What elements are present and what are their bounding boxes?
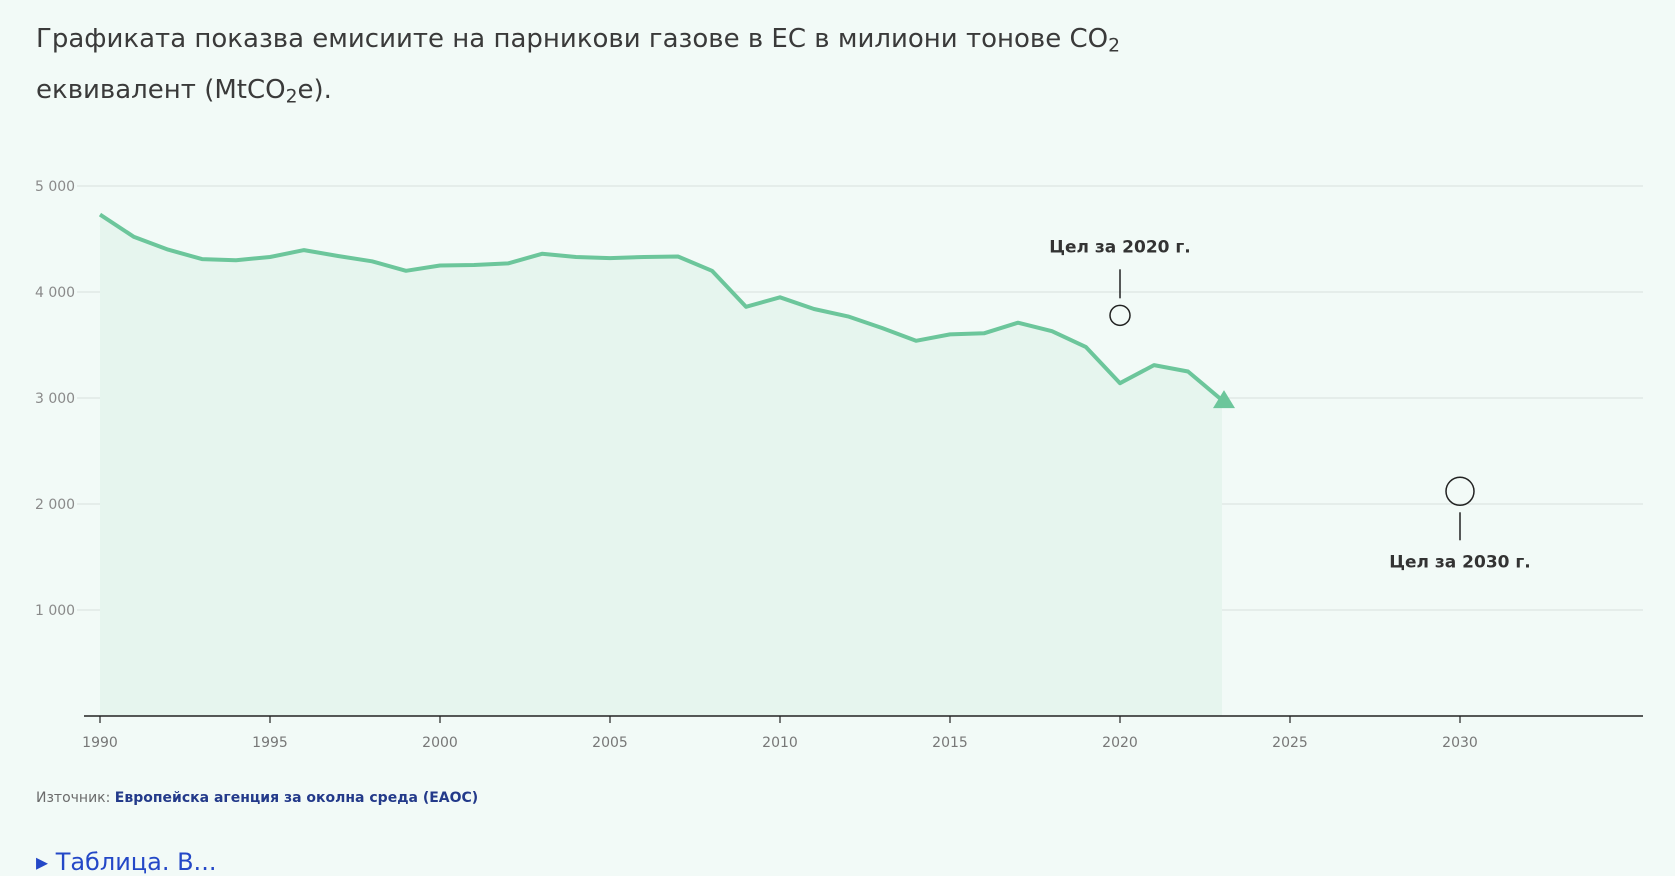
emissions-line [98,212,1224,402]
table-toggle-label: Таблица. В... [55,848,217,876]
x-tick-label: 1990 [82,735,118,751]
x-tick-label: 2015 [932,735,968,751]
y-tick-label: 4 000 [35,285,75,301]
emissions-chart: 1 000 2 000 3 000 4 000 5 000 1990 1995 2000 20… [35,179,1643,751]
target-annotation-label: Цел за 2030 г. [1389,552,1531,572]
target-marker-icon [1445,476,1475,507]
source-note: Източник: Европейска агенция за околна с… [36,790,478,806]
table-toggle[interactable]: ▸ Таблица. В... [36,848,216,876]
y-tick-label: 2 000 [35,497,75,513]
emissions-area [100,214,1222,716]
x-tick-label: 2030 [1442,735,1478,751]
source-link[interactable]: Европейска агенция за околна среда (ЕАОС… [114,790,479,806]
x-tick-label: 1995 [252,735,288,751]
target-annotation-label: Цел за 2020 г. [1049,237,1191,257]
y-tick-label: 3 000 [35,391,75,407]
caret-right-icon: ▸ [36,848,49,876]
x-tick-label: 2000 [422,735,458,751]
x-tick-label: 2025 [1272,735,1308,751]
source-prefix: Източник: [36,790,115,806]
target-marker-icon [1109,304,1131,327]
x-tick-label: 2005 [592,735,628,751]
trend-arrow-icon [1213,390,1235,409]
x-tick-label: 2020 [1102,735,1138,751]
x-tick-label: 2010 [762,735,798,751]
y-tick-label: 5 000 [35,179,75,195]
y-tick-label: 1 000 [35,603,75,619]
chart-intro-text: Графиката показва емисиите на парникови … [36,24,1121,108]
